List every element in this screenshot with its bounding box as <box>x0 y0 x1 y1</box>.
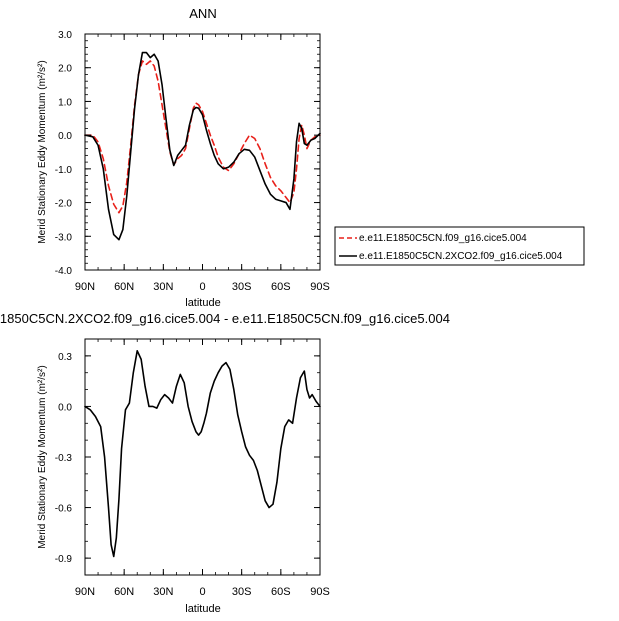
top-x-axis-label: latitude <box>185 297 220 309</box>
bottom-x-tick-label: 60S <box>271 586 291 598</box>
top-y-tick-label: 0.0 <box>58 131 72 142</box>
top-series-line-1 <box>84 60 321 214</box>
top-y-tick-label: 3.0 <box>58 30 72 41</box>
bottom-plot-area <box>84 338 321 576</box>
top-x-tick-label: 30N <box>153 281 173 293</box>
top-chart-title: ANN <box>189 6 216 21</box>
bottom-y-tick-label: 0.3 <box>58 352 72 363</box>
top-y-axis-label: Merid Stationary Eddy Momentum (m²/s²) <box>37 60 48 243</box>
bottom-series-line-1 <box>84 350 321 558</box>
top-y-tick-label: -3.0 <box>55 232 73 243</box>
legend-box <box>334 226 585 266</box>
top-x-tick-label: 90N <box>75 281 95 293</box>
bottom-chart-title: e.e11.E1850C5CN.2XCO2.f09_g16.cice5.004 … <box>0 311 450 326</box>
top-x-tick-label: 60S <box>271 281 291 293</box>
legend-label-series-2: e.e11.E1850C5CN.2XCO2.f09_g16.cice5.004 <box>359 251 563 262</box>
top-y-tick-label: -2.0 <box>55 199 73 210</box>
bottom-panel: e.e11.E1850C5CN.2XCO2.f09_g16.cice5.004 … <box>0 311 450 615</box>
bottom-y-tick-label: 0.0 <box>58 402 72 413</box>
top-series-line-2 <box>84 51 321 241</box>
top-y-tick-label: 1.0 <box>58 97 72 108</box>
bottom-y-tick-label: -0.9 <box>55 554 73 565</box>
top-x-tick-label: 0 <box>199 281 205 293</box>
bottom-x-tick-label: 60N <box>114 586 134 598</box>
legend: e.e11.E1850C5CN.f09_g16.cice5.004 e.e11.… <box>334 226 585 266</box>
top-y-tick-label: 2.0 <box>58 64 72 75</box>
top-x-tick-label: 60N <box>114 281 134 293</box>
top-axis-ticks: 90N 60N 30N 0 30S 60S 90S 3.0 2.0 1.0 0.0 -1.0 -2.0 -… <box>55 30 330 293</box>
bottom-x-tick-label: 90N <box>75 586 95 598</box>
bottom-x-tick-label: 30N <box>153 586 173 598</box>
bottom-axis-ticks: 90N 60N 30N 0 30S 60S 90S 0.3 0.0 -0.3 -0.6 -0.9 <box>55 338 330 598</box>
bottom-y-tick-label: -0.6 <box>55 504 73 515</box>
top-x-tick-label: 30S <box>232 281 252 293</box>
legend-label-series-1: e.e11.E1850C5CN.f09_g16.cice5.004 <box>359 233 527 244</box>
bottom-x-tick-label: 90S <box>310 586 330 598</box>
bottom-x-tick-label: 0 <box>199 586 205 598</box>
top-x-tick-label: 90S <box>310 281 330 293</box>
bottom-y-tick-label: -0.3 <box>55 453 73 464</box>
bottom-plot-frame <box>84 338 321 576</box>
bottom-x-tick-label: 30S <box>232 586 252 598</box>
bottom-y-axis-label: Merid Stationary Eddy Momentum (m²/s²) <box>37 365 48 548</box>
top-plot-area <box>84 33 321 271</box>
bottom-x-axis-label: latitude <box>185 603 220 615</box>
top-panel: ANN 90N 60N 30N 0 30S 60S 90S 3.0 2.0 1.0 0.0 -1.0 -… <box>37 6 585 309</box>
top-y-tick-label: -1.0 <box>55 165 73 176</box>
top-y-tick-label: -4.0 <box>55 266 73 277</box>
